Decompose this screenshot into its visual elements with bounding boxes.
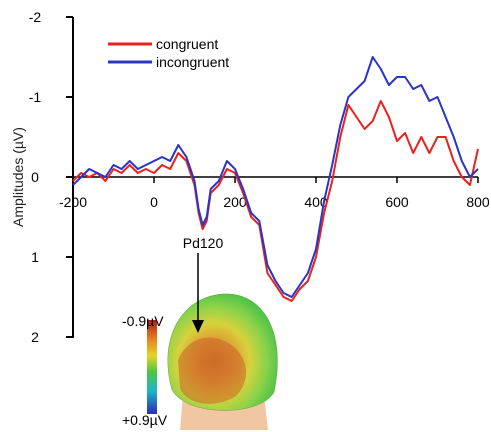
x-tick-label: 600 <box>385 194 409 210</box>
y-tick-label: -2 <box>29 9 42 25</box>
y-tick-label: -1 <box>29 89 42 105</box>
legend-label-congruent: congruent <box>156 36 218 52</box>
x-tick-label: 400 <box>304 194 328 210</box>
scalp-topography-inset: -0.9µV +0.9µV <box>122 293 278 430</box>
y-axis-title: Amplitudes (µV) <box>10 127 26 227</box>
series-group <box>72 56 479 302</box>
colorbar-top-label: -0.9µV <box>122 313 164 329</box>
scalp-positive-region <box>178 337 247 404</box>
colorbar-bottom-label: +0.9µV <box>122 412 168 428</box>
legend: congruent incongruent <box>108 36 229 70</box>
x-tick-label: 200 <box>223 194 247 210</box>
annotation-arrow-head <box>192 320 204 333</box>
axes <box>72 17 478 338</box>
y-ticks: -2 -1 0 1 2 <box>29 9 73 345</box>
y-tick-label: 1 <box>31 249 39 265</box>
colorbar <box>147 320 157 414</box>
x-tick-label: 0 <box>150 194 158 210</box>
legend-label-incongruent: incongruent <box>156 54 229 70</box>
y-tick-label: 0 <box>31 169 39 185</box>
x-ticks: -200 0 200 400 600 800 <box>59 177 490 210</box>
annotation-pd120: Pd120 <box>183 235 224 251</box>
y-tick-label: 2 <box>31 329 39 345</box>
x-tick-label: -200 <box>59 194 87 210</box>
annotation-label-pd120: Pd120 <box>183 235 224 251</box>
x-tick-label: 800 <box>466 194 490 210</box>
series-line-congruent <box>72 100 479 302</box>
series-line-incongruent <box>72 56 479 298</box>
